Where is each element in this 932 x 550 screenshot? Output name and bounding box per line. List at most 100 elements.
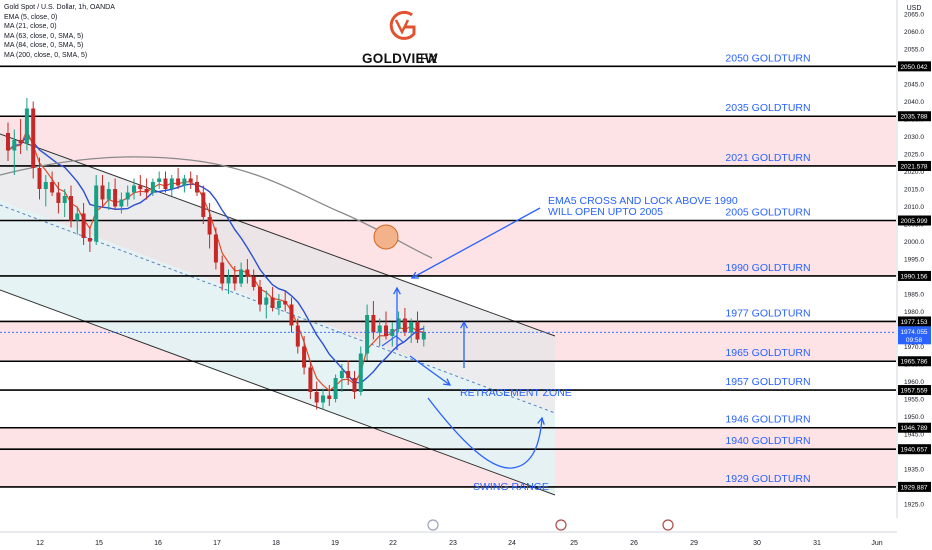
highlight-circle (373, 224, 399, 250)
g-logo-icon (389, 10, 416, 40)
level-label-2: 2021 GOLDTURN (725, 152, 810, 164)
candle-body-16 (106, 189, 111, 200)
v-logo-icon (394, 19, 410, 35)
candle-body-62 (396, 318, 401, 329)
level-tag-7: 1957.559 (900, 388, 927, 395)
level-label-1: 2035 GOLDTURN (725, 102, 810, 114)
candle-body-33 (213, 234, 218, 263)
level-tag-10: 1929.887 (900, 484, 927, 491)
candlesticks (6, 98, 426, 410)
time-tick-14: Jun (871, 540, 882, 547)
level-tag-bg-0 (898, 61, 931, 72)
candle-body-12 (81, 213, 86, 238)
time-axis-bg (0, 532, 897, 550)
level-tag-0: 2050.042 (900, 64, 927, 71)
candle-body-32 (207, 217, 212, 235)
candle-body-31 (201, 192, 206, 217)
candle-body-55 (352, 378, 357, 392)
candle-body-65 (415, 322, 420, 340)
time-tick-6: 22 (389, 540, 397, 547)
symbol-title[interactable]: Gold Spot / U.S. Dollar, 1h, OANDA (4, 4, 115, 11)
price-tick-4: 1945.0 (904, 432, 924, 439)
time-tick-5: 19 (331, 540, 339, 547)
down-arrow (409, 355, 451, 386)
price-axis[interactable]: USD1925.01930.01935.01940.01945.01950.01… (0, 0, 932, 518)
level-tag-2: 2021.578 (900, 163, 927, 170)
price-tick-28: 2065.0 (904, 12, 924, 19)
channel-lower-line (0, 289, 556, 496)
indicator-ema5[interactable]: EMA (5, close, 0) (4, 13, 58, 21)
annotation-ema5-line2: WILL OPEN UPTO 2005 (548, 206, 663, 218)
indicator-ma21[interactable]: MA (21, close, 0) (4, 23, 57, 30)
price-tick-21: 2030.0 (904, 134, 924, 141)
down-arrow-head (442, 378, 452, 386)
price-tick-6: 1955.0 (904, 397, 924, 404)
goldturn-levels: 2050 GOLDTURN 2035 GOLDTURN 2021 GOLDTURN 2… (0, 52, 896, 488)
price-tick-9: 1970.0 (904, 344, 924, 351)
candle-body-53 (339, 371, 344, 378)
time-tick-7: 23 (449, 540, 457, 547)
level-tag-bg-2 (898, 160, 931, 171)
candle-body-50 (321, 395, 325, 403)
annotation-arrow-head (410, 271, 420, 279)
level-tag-bg-10 (898, 481, 931, 492)
candle-body-6 (43, 182, 48, 189)
level-label-7: 1957 GOLDTURN (725, 376, 810, 388)
time-tick-8: 24 (508, 540, 516, 547)
candle-body-63 (402, 318, 407, 333)
candle-body-5 (37, 168, 42, 189)
us-flag-icon-2 (662, 519, 674, 531)
candle-body-66 (421, 332, 426, 340)
level-tag-bg-8 (898, 422, 931, 433)
level-label-9: 1940 GOLDTURN (725, 435, 810, 447)
descending-channel (0, 133, 556, 496)
candle-body-22 (144, 189, 149, 193)
indicator-ma63[interactable]: MA (63, close, 0, SMA, 5) (4, 32, 84, 40)
candle-body-34 (220, 262, 225, 284)
level-tag-6: 1965.786 (900, 359, 927, 366)
candle-body-19 (125, 192, 130, 200)
time-axis[interactable]: 12 15 16 17 18 19 22 23 24 25 26 29 30 31 Jun (0, 531, 932, 550)
candle-body-26 (169, 178, 174, 189)
indicator-ma84[interactable]: MA (84, close, 0, SMA, 5) (4, 42, 84, 49)
candle-body-40 (258, 287, 262, 305)
channel-upper-line (0, 133, 556, 337)
candle-body-54 (346, 371, 351, 378)
time-tick-9: 25 (570, 540, 578, 547)
level-tag-3: 2005.999 (900, 218, 927, 225)
candle-body-20 (132, 185, 136, 193)
time-tick-3: 17 (213, 540, 221, 547)
current-price-tag-bg (898, 326, 931, 345)
time-tick-1: 15 (95, 540, 103, 547)
candle-body-4 (31, 108, 36, 168)
price-tick-18: 2015.0 (904, 187, 924, 194)
level-label-0: 2050 GOLDTURN (725, 52, 810, 64)
candle-body-17 (113, 189, 118, 207)
candle-body-29 (188, 178, 193, 182)
price-zones (0, 116, 896, 487)
level-tag-5: 1977.153 (900, 319, 927, 326)
candle-body-41 (264, 297, 269, 305)
logo-brand: GOLDVIEW (362, 51, 438, 66)
candle-body-28 (182, 178, 187, 186)
candle-body-2 (18, 140, 23, 144)
candle-body-18 (119, 199, 124, 207)
time-tick-11: 29 (690, 540, 698, 547)
candle-body-15 (100, 185, 105, 200)
candle-body-46 (295, 325, 300, 347)
level-label-4: 1990 GOLDTURN (725, 262, 810, 274)
candle-body-56 (358, 353, 363, 392)
candle-body-27 (176, 178, 181, 186)
indicator-ma200[interactable]: MA (200, close, 0, SMA, 5) (4, 51, 88, 59)
chart-legend: Gold Spot / U.S. Dollar, 1h, OANDA EMA (… (4, 3, 115, 60)
level-label-8: 1946 GOLDTURN (725, 414, 810, 426)
price-tick-2: 1935.0 (904, 467, 924, 474)
candle-body-51 (327, 395, 332, 399)
candle-body-44 (283, 301, 288, 305)
level-label-6: 1965 GOLDTURN (725, 347, 810, 359)
price-tick-11: 1980.0 (904, 309, 924, 316)
price-tick-14: 1995.0 (904, 257, 924, 264)
price-tick-24: 2045.0 (904, 82, 924, 89)
